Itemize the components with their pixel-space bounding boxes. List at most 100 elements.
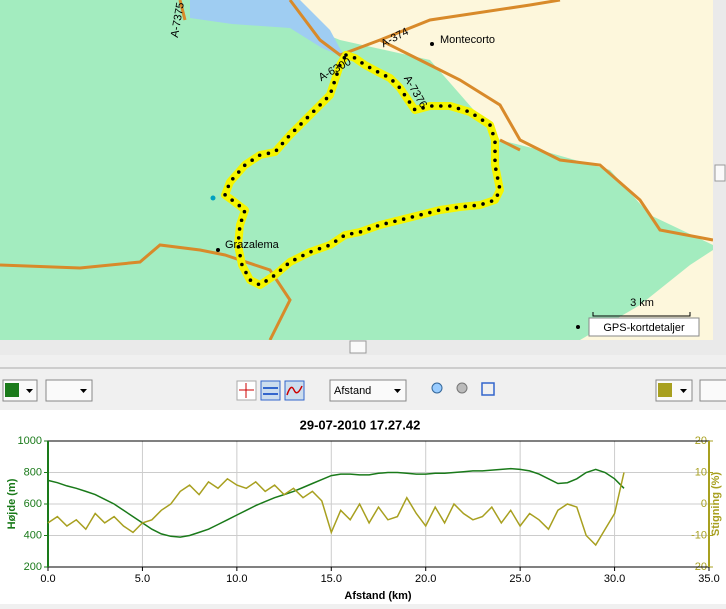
route-dot (349, 231, 354, 236)
route-dot (436, 208, 441, 213)
y-tick-label: 1000 (18, 435, 42, 447)
scale-label: 3 km (630, 297, 654, 309)
route-dot (242, 163, 247, 168)
route-dot (352, 56, 357, 60)
route-dot (280, 141, 285, 146)
route-dot (367, 65, 372, 70)
route-dot (305, 115, 310, 120)
route-dot (489, 199, 494, 203)
route-dot (391, 79, 395, 83)
route-dot (238, 253, 242, 258)
route-dot (271, 274, 276, 278)
y2-tick-label: -10 (691, 529, 707, 541)
route-dot (341, 234, 346, 238)
route-dot (494, 167, 498, 172)
route-dot (311, 109, 316, 114)
route-dot (410, 215, 415, 219)
route-dot (266, 151, 271, 156)
route (221, 51, 504, 289)
route-dot (402, 92, 407, 97)
route-dot (274, 148, 279, 153)
route-dot (231, 177, 235, 181)
x-tick-label: 10.0 (226, 573, 247, 585)
route-dot (236, 236, 241, 240)
series-line (47, 472, 625, 547)
y2-tick-label: 0 (701, 498, 707, 510)
route-dot (430, 104, 434, 108)
route-dot (239, 218, 244, 223)
route-dot (326, 243, 330, 248)
x-tick-label: 5.0 (135, 573, 150, 585)
zoom-out[interactable] (456, 382, 468, 394)
tool-button[interactable] (260, 380, 281, 401)
route-dot (309, 249, 313, 254)
route-dot (375, 224, 380, 228)
route-dot (240, 262, 244, 267)
route-dot (465, 109, 469, 113)
details-button[interactable] (588, 317, 700, 337)
x-tick-label: 15.0 (321, 573, 342, 585)
map[interactable]: A-7375 A-374 A-6300 A-7376 Montecorto Gr… (0, 0, 714, 341)
route-dot (454, 205, 459, 210)
route-dot (367, 227, 371, 231)
y-tick-label: 200 (24, 561, 42, 573)
route-dot (439, 104, 443, 108)
y-tick-label: 800 (24, 466, 42, 478)
route-dot (324, 96, 329, 101)
route-dot (495, 193, 500, 197)
route-dot (329, 89, 334, 93)
route-dot (401, 217, 406, 221)
route-dot (384, 221, 388, 226)
route-dot (236, 245, 241, 249)
route-dot (318, 103, 322, 107)
route-dot (344, 53, 348, 57)
x-tick-label: 35.0 (698, 573, 719, 585)
route-dot (493, 149, 497, 154)
route-dot (428, 210, 432, 215)
route-dot (301, 253, 305, 258)
route-dot (342, 55, 347, 60)
mode-select[interactable] (329, 379, 407, 402)
route-dot (407, 100, 412, 104)
x-tick-label: 20.0 (415, 573, 436, 585)
route-dot (493, 140, 497, 145)
x-tick-label: 0.0 (40, 573, 55, 585)
dropdown[interactable] (45, 379, 93, 402)
route-dot (491, 131, 495, 136)
route-dot (493, 158, 497, 163)
chart: 29-07-2010 17.27.42 Afstand (km) Højde (… (6, 417, 722, 601)
route-dot (456, 106, 461, 111)
y2-axis-label: Stigning (%) (710, 472, 722, 536)
place-label: Montecorto (440, 34, 495, 46)
chart-title: 29-07-2010 17.27.42 (300, 417, 421, 432)
route-dot (299, 122, 303, 126)
route-dot (463, 204, 468, 209)
route-dot (393, 219, 397, 224)
route-dot (445, 207, 450, 211)
route-dot (237, 227, 242, 231)
y-tick-label: 600 (24, 498, 42, 510)
route-dot (360, 61, 364, 65)
route-dot (285, 262, 290, 267)
route-dot (473, 113, 477, 118)
y2-tick-label: 10 (695, 466, 707, 478)
route-dot (256, 282, 261, 287)
toolbar: Afstand (2, 379, 726, 402)
route-dot (264, 279, 268, 283)
route-dot (250, 158, 254, 163)
zoom-fit[interactable] (481, 382, 495, 396)
zoom-in[interactable] (431, 382, 443, 394)
route-dot (230, 198, 234, 202)
y-tick-label: 400 (24, 529, 42, 541)
route-dot (375, 69, 380, 74)
route-dot (317, 246, 322, 251)
chart-area (0, 410, 726, 604)
route-dot (236, 170, 241, 174)
route-dot (419, 212, 423, 217)
route-dot (472, 203, 477, 208)
route-dot (278, 268, 283, 273)
series-line (47, 467, 625, 538)
button[interactable] (699, 379, 726, 402)
